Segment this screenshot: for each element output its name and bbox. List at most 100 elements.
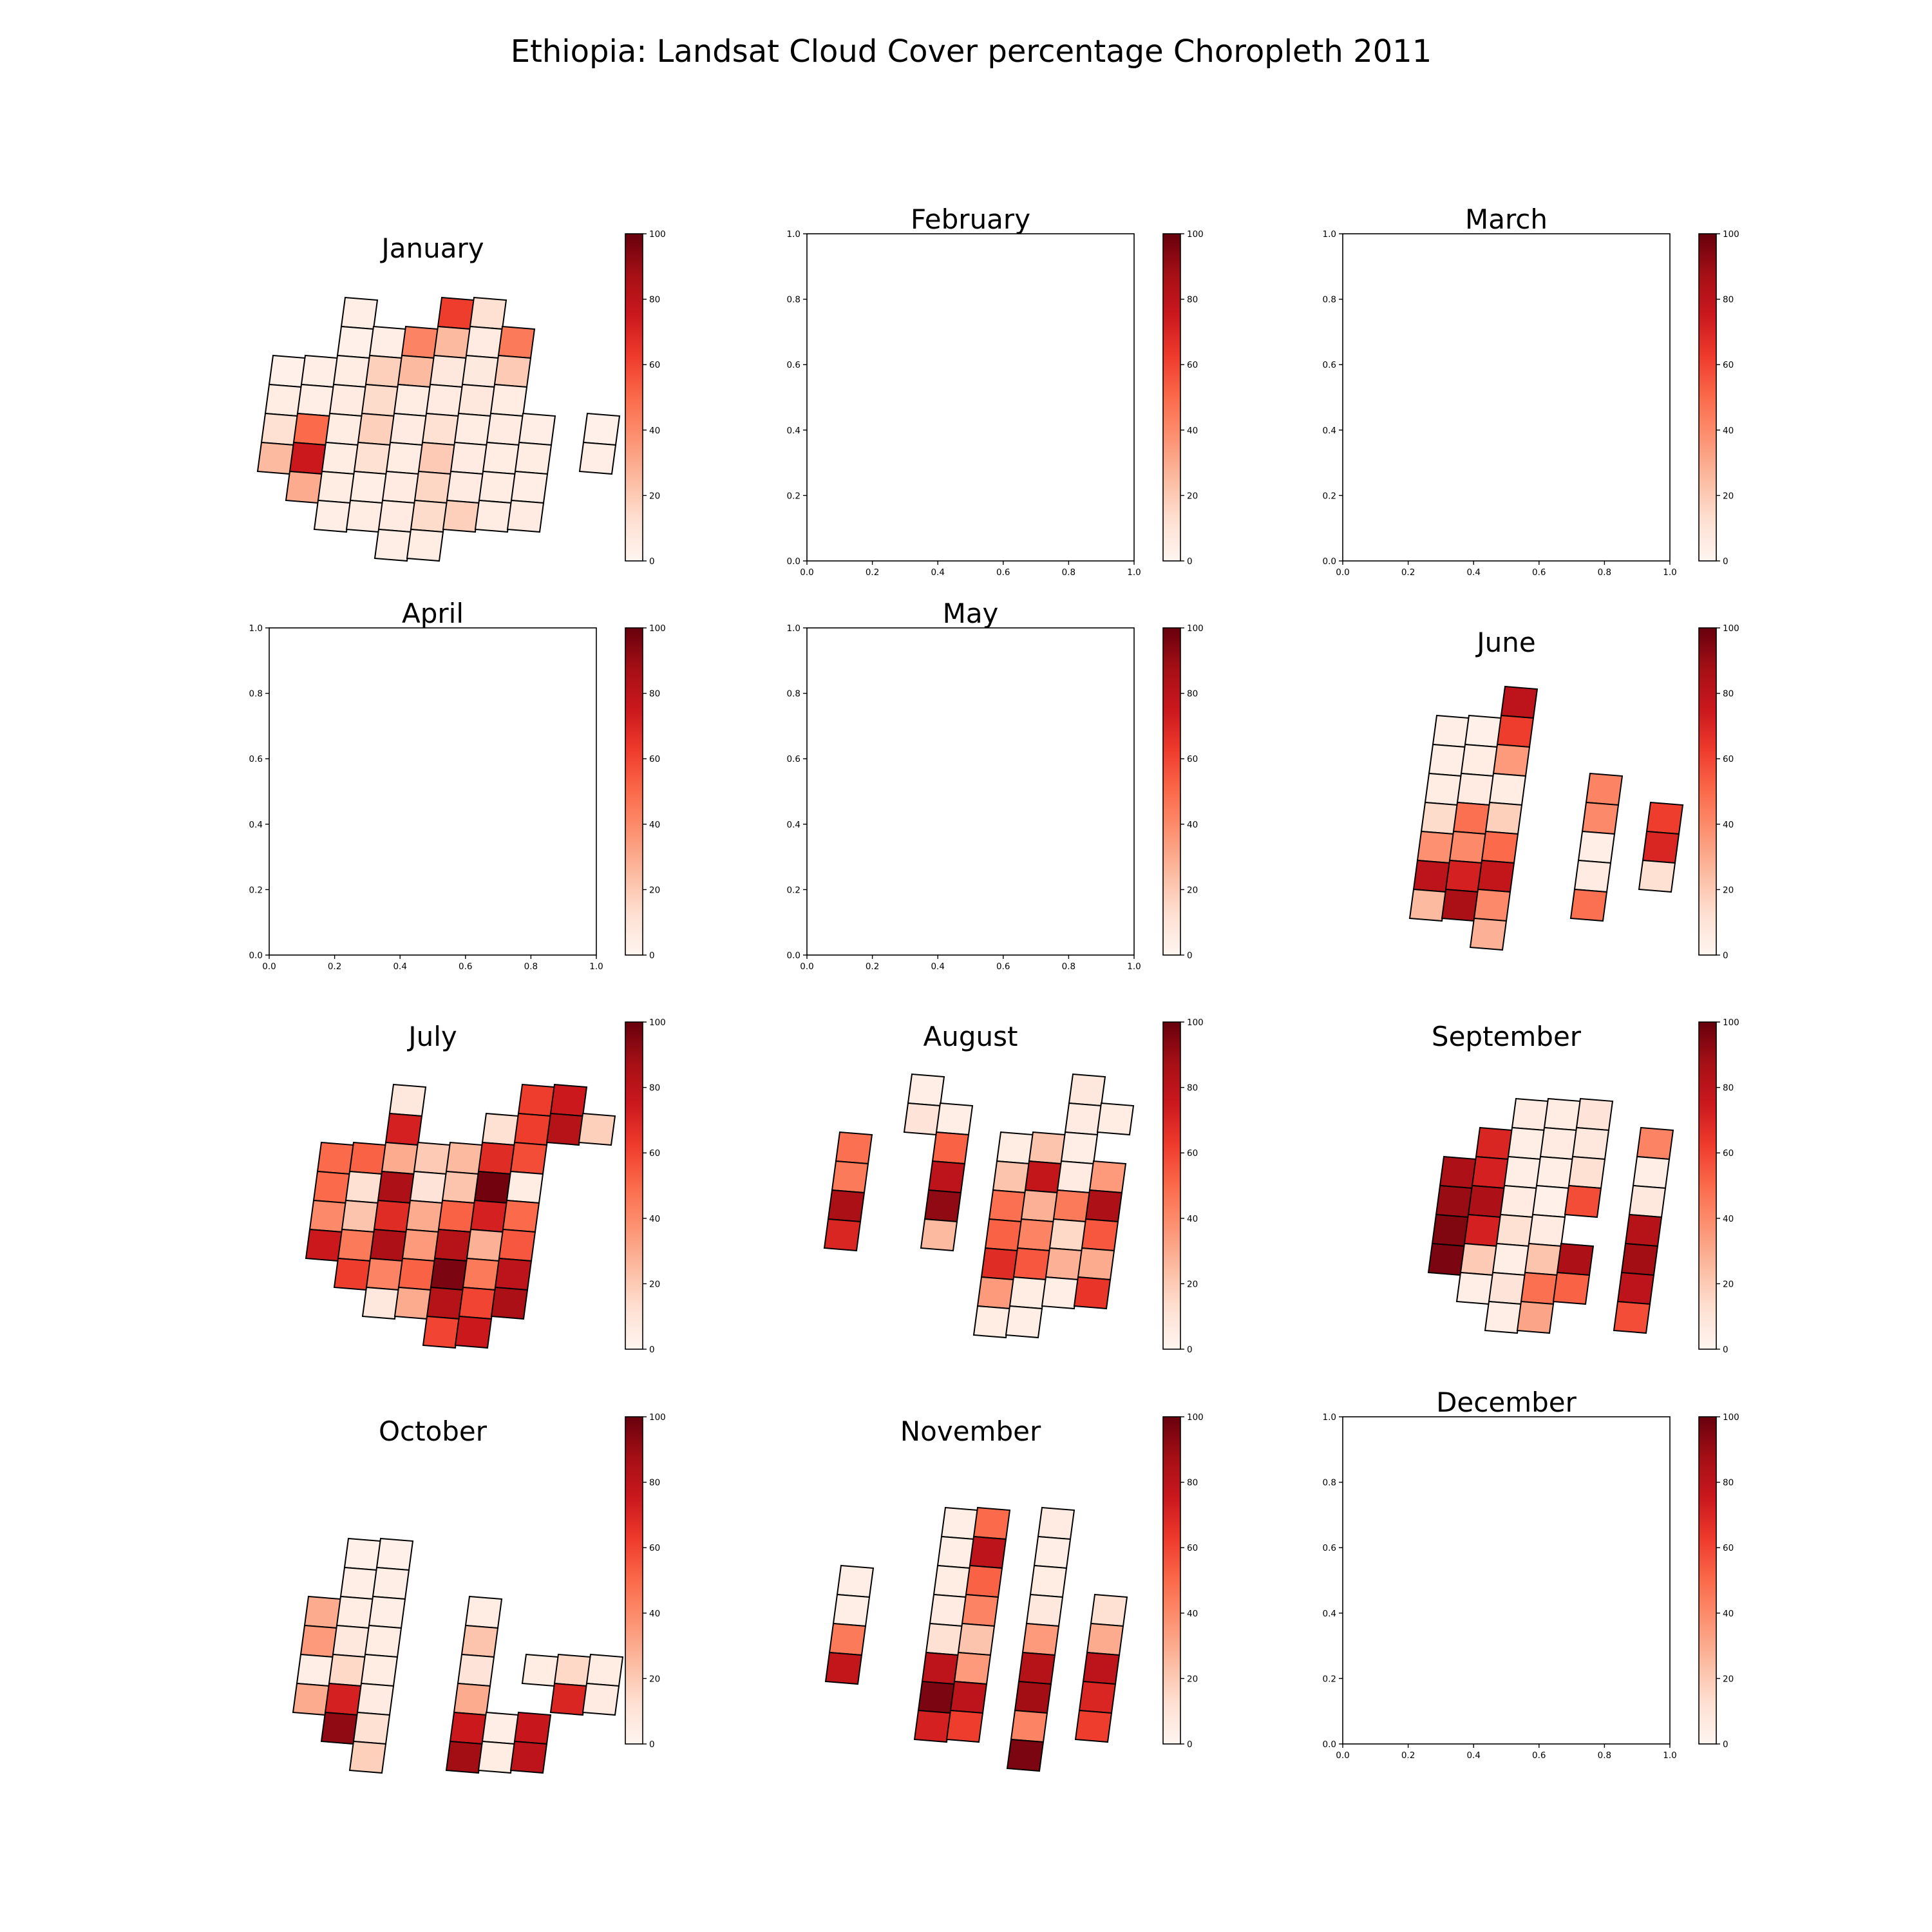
x-tick-label: 0.2 <box>1401 1750 1415 1761</box>
x-tick-label: 0.6 <box>459 961 472 972</box>
scene-tile <box>1016 1218 1055 1252</box>
scene-tile <box>372 1566 410 1600</box>
colorbar: 0 20 40 60 80 100 <box>1698 229 1739 567</box>
scene-tile <box>1459 1242 1498 1276</box>
colorbar-tick-label: 20 <box>649 1674 660 1684</box>
scene-tile <box>465 325 504 359</box>
panel-title: August <box>923 1021 1018 1052</box>
colorbar-tick-label: 100 <box>1187 229 1204 240</box>
x-tick-label: 0.4 <box>931 961 944 972</box>
panel-august: August 0 20 40 60 80 100 <box>823 1018 1204 1355</box>
scene-tile <box>490 1286 529 1320</box>
scene-tile <box>831 1160 869 1194</box>
colorbar-tick-label: 0 <box>1187 1739 1193 1750</box>
scene-tile <box>1018 1651 1056 1685</box>
scene-tile <box>1488 772 1527 806</box>
scene-tile <box>357 412 395 446</box>
scene-tile <box>473 1170 512 1204</box>
colorbar-tick-label: 60 <box>1723 360 1734 370</box>
colorbar-gradient <box>625 1416 643 1745</box>
scene-tile <box>375 1537 414 1571</box>
scene-tile <box>384 1112 423 1146</box>
x-tick-label: 1.0 <box>1663 567 1676 578</box>
y-tick-label: 0.6 <box>787 360 800 370</box>
colorbar-tick-label: 20 <box>1723 1279 1734 1289</box>
scene-tile <box>345 1170 383 1204</box>
scene-tile <box>336 325 375 359</box>
scene-tile <box>513 1711 552 1745</box>
colorbar-tick-label: 40 <box>1723 1609 1734 1619</box>
panel-title: October <box>379 1416 488 1447</box>
panel-title: April <box>402 598 464 629</box>
empty-axes: 0.00.0 0.2 0.2 0.4 0.4 0.6 0.6 0.8 0.8 1.0 1.0 <box>787 623 1141 972</box>
scene-tile <box>1645 801 1684 835</box>
scene-tile <box>913 1709 952 1743</box>
scene-tile <box>494 1257 533 1291</box>
colorbar: 0 20 40 60 80 100 <box>625 1412 666 1750</box>
scene-tile <box>1539 1126 1578 1160</box>
scene-tile <box>935 1102 974 1136</box>
scene-tile <box>940 1506 979 1540</box>
colorbar-tick-label: 80 <box>1187 689 1198 699</box>
scene-tile <box>393 383 431 417</box>
scene-tile <box>1499 1184 1538 1218</box>
scene-tile <box>1477 859 1515 893</box>
x-tick-label: 0.6 <box>1532 567 1546 578</box>
colorbar-tick-label: 60 <box>649 754 660 764</box>
colorbar-tick-label: 80 <box>1723 689 1734 699</box>
scene-tile <box>368 325 407 359</box>
scene-tile <box>474 499 513 533</box>
scene-tile <box>1088 1160 1127 1194</box>
y-tick-label: 0.6 <box>787 754 800 764</box>
scene-tile <box>292 412 331 446</box>
colorbar-tick-label: 0 <box>1187 951 1193 961</box>
panel-title: December <box>1436 1387 1577 1418</box>
scene-tile <box>1420 801 1459 835</box>
scene-tile <box>969 1535 1007 1569</box>
scene-tile <box>426 1286 464 1320</box>
panel-october: October 0 20 40 60 80 100 <box>292 1412 666 1774</box>
scene-tile <box>441 1170 480 1204</box>
scene-tile <box>1090 1593 1128 1627</box>
colorbar-tick-label: 40 <box>649 426 660 436</box>
scene-tile <box>1469 917 1508 951</box>
scene-tile <box>1025 1593 1064 1627</box>
scene-tile <box>469 296 507 330</box>
colorbar-tick-label: 80 <box>649 689 660 699</box>
colorbar-tick-label: 20 <box>1723 1674 1734 1684</box>
colorbar-tick-label: 60 <box>1187 360 1198 370</box>
empty-axes: 0.00.0 0.2 0.2 0.4 0.4 0.6 0.6 0.8 0.8 1.0 1.0 <box>1323 229 1677 578</box>
scene-tile <box>1412 859 1451 893</box>
scene-tile <box>927 1160 966 1194</box>
colorbar-tick-label: 40 <box>1723 820 1734 830</box>
y-tick-label: 1.0 <box>1323 1412 1336 1423</box>
colorbar: 0 20 40 60 80 100 <box>625 1018 666 1355</box>
scene-tile <box>1427 1242 1466 1276</box>
scene-tile <box>321 441 359 475</box>
scene-tile <box>921 1651 960 1685</box>
colorbar-tick-label: 20 <box>649 491 660 501</box>
scene-tile <box>477 1141 516 1175</box>
x-tick-label: 0.8 <box>1062 961 1075 972</box>
colorbar-tick-label: 60 <box>1723 1543 1734 1553</box>
scene-tile <box>1064 1102 1103 1136</box>
scene-tile <box>1424 772 1463 806</box>
colorbar-tick-label: 40 <box>1187 1609 1198 1619</box>
scene-tile <box>313 499 352 533</box>
scene-tile <box>1481 830 1519 864</box>
scene-tile <box>936 1535 975 1569</box>
scene-tile <box>450 441 488 475</box>
scene-tile <box>401 325 439 359</box>
scene-tile <box>256 441 295 475</box>
scene-tile <box>1567 1155 1606 1189</box>
scene-tile <box>406 528 444 562</box>
colorbar-gradient <box>1162 233 1181 562</box>
scene-tile <box>305 1228 343 1262</box>
scene-tile <box>374 528 412 562</box>
scene-tile <box>827 1189 866 1223</box>
panel-title: May <box>943 598 999 629</box>
scene-tile <box>1012 1247 1051 1281</box>
scene-tile <box>1500 685 1539 719</box>
scene-tile <box>1543 1097 1582 1132</box>
y-tick-label: 0.8 <box>1323 1478 1336 1488</box>
